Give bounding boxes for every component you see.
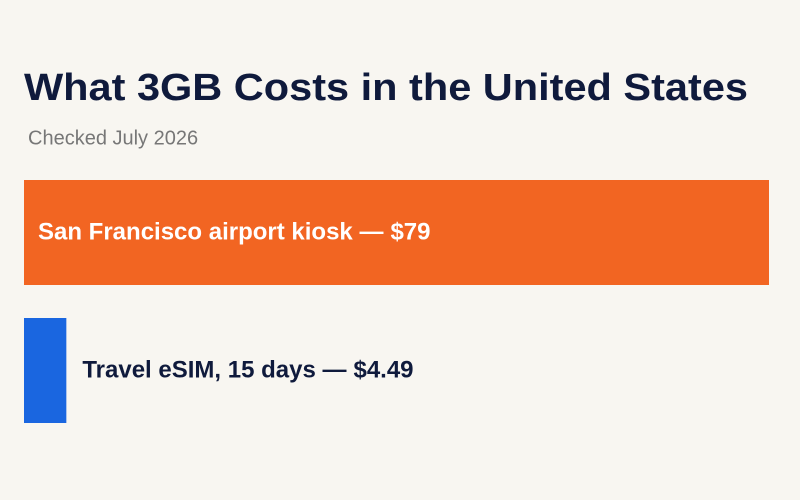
bar <box>24 180 769 285</box>
chart-subtitle: Checked July 2026 <box>28 127 198 149</box>
bar-label: San Francisco airport kiosk — $79 <box>38 219 431 246</box>
category-label: Travel eSIM, 15 days — <box>82 357 346 384</box>
category-label: San Francisco airport kiosk — <box>38 219 383 246</box>
bar <box>24 318 67 423</box>
chart-title: What 3GB Costs in the United States <box>24 67 748 109</box>
bar-label: Travel eSIM, 15 days — $4.49 <box>82 357 413 384</box>
value-label: $4.49 <box>353 357 413 384</box>
value-label: $79 <box>390 219 430 246</box>
